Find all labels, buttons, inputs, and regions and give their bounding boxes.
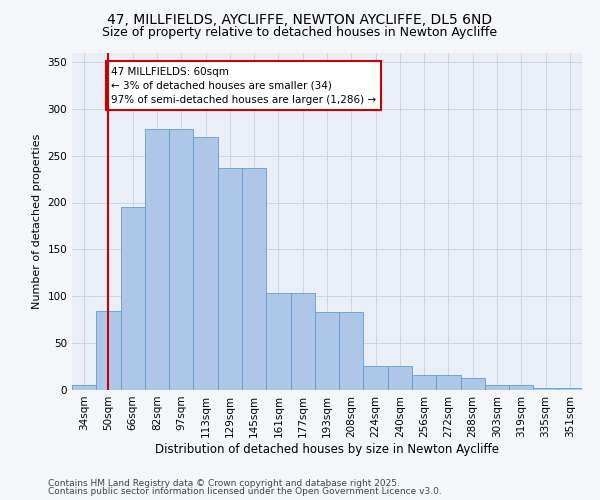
Bar xyxy=(72,386,96,390)
Text: 47, MILLFIELDS, AYCLIFFE, NEWTON AYCLIFFE, DL5 6ND: 47, MILLFIELDS, AYCLIFFE, NEWTON AYCLIFF… xyxy=(107,12,493,26)
Bar xyxy=(121,207,145,390)
Text: Size of property relative to detached houses in Newton Aycliffe: Size of property relative to detached ho… xyxy=(103,26,497,39)
Bar xyxy=(558,388,582,390)
Text: Contains HM Land Registry data © Crown copyright and database right 2025.: Contains HM Land Registry data © Crown c… xyxy=(48,478,400,488)
Bar xyxy=(193,137,218,390)
Bar xyxy=(169,130,193,390)
Bar xyxy=(388,366,412,390)
Bar xyxy=(533,388,558,390)
Bar xyxy=(412,375,436,390)
Bar xyxy=(315,312,339,390)
Bar xyxy=(96,311,121,390)
Bar xyxy=(290,292,315,390)
Bar xyxy=(485,386,509,390)
Bar xyxy=(242,168,266,390)
Bar xyxy=(218,168,242,390)
Bar xyxy=(339,312,364,390)
X-axis label: Distribution of detached houses by size in Newton Aycliffe: Distribution of detached houses by size … xyxy=(155,442,499,456)
Bar xyxy=(266,292,290,390)
Bar xyxy=(461,378,485,390)
Bar xyxy=(436,375,461,390)
Bar xyxy=(364,366,388,390)
Bar xyxy=(145,130,169,390)
Bar xyxy=(509,386,533,390)
Text: 47 MILLFIELDS: 60sqm
← 3% of detached houses are smaller (34)
97% of semi-detach: 47 MILLFIELDS: 60sqm ← 3% of detached ho… xyxy=(111,66,376,104)
Y-axis label: Number of detached properties: Number of detached properties xyxy=(32,134,42,309)
Text: Contains public sector information licensed under the Open Government Licence v3: Contains public sector information licen… xyxy=(48,487,442,496)
